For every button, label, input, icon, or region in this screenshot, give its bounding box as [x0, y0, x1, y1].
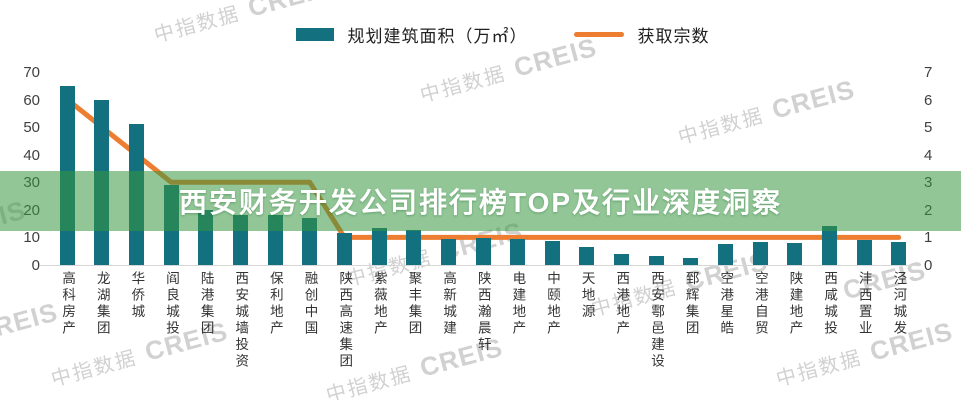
- bar: [614, 253, 630, 265]
- x-axis-label: 陕建地产: [787, 271, 803, 337]
- x-axis-label: 高新城建: [441, 271, 457, 337]
- x-axis-label: 电建地产: [510, 271, 526, 337]
- x-axis-label: 阎良城投: [163, 271, 179, 337]
- x-axis-line: [40, 265, 920, 266]
- bar: [821, 226, 837, 265]
- chart-legend: 规划建筑面积（万㎡） 获取宗数: [22, 22, 961, 47]
- y-axis-tick-right: 4: [924, 146, 933, 164]
- x-axis-label: 陕西瀚晨轩: [475, 271, 491, 354]
- banner-title: 西安财务开发公司排行榜TOP及行业深度洞察: [178, 187, 783, 218]
- y-axis-tick-left: 50: [23, 119, 40, 137]
- x-axis-label: 西安城墙投资: [233, 271, 249, 370]
- x-axis-label: 天地源: [579, 271, 595, 321]
- y-axis-tick-right: 1: [924, 229, 933, 247]
- x-axis-label: 西安鄠邑建设: [648, 271, 664, 370]
- y-axis-tick-right: 0: [924, 257, 933, 274]
- x-axis-label: 中颐地产: [545, 271, 561, 337]
- y-axis-tick-right: 5: [924, 119, 933, 137]
- line-legend-swatch-icon: [573, 32, 624, 37]
- bar: [683, 258, 699, 265]
- x-axis-label: 融创中国: [302, 271, 318, 337]
- bar-legend-label: 规划建筑面积（万㎡）: [347, 27, 528, 46]
- y-axis-tick-right: 7: [924, 64, 933, 81]
- bar: [856, 240, 872, 265]
- x-axis-label: 聚丰集团: [406, 271, 422, 337]
- bar: [440, 238, 456, 265]
- title-banner: 西安财务开发公司排行榜TOP及行业深度洞察: [0, 171, 961, 231]
- x-axis-label: 西港地产: [614, 271, 630, 337]
- y-axis-tick-left: 60: [23, 91, 40, 109]
- bar: [752, 241, 768, 265]
- y-axis-tick-left: 10: [23, 229, 40, 247]
- x-axis-label: 陆港集团: [198, 271, 214, 337]
- x-axis-label: 保利地产: [267, 271, 283, 337]
- x-axis-label: 高科房产: [60, 271, 76, 337]
- bar: [475, 237, 491, 265]
- y-axis-tick-left: 70: [23, 64, 40, 81]
- line-legend-label: 获取宗数: [637, 27, 710, 46]
- x-axis-label: 沣西置业: [856, 271, 872, 337]
- y-axis-tick-left: 40: [23, 146, 40, 164]
- x-axis-label: 西咸城投: [822, 271, 838, 337]
- bar: [648, 255, 664, 265]
- x-axis-label: 空港星皓: [718, 271, 734, 337]
- bar: [579, 246, 595, 265]
- y-axis-tick-right: 6: [924, 91, 933, 109]
- bar: [544, 241, 560, 265]
- bar: [891, 241, 907, 265]
- bar: [336, 233, 352, 265]
- bar-legend-swatch-icon: [295, 28, 334, 41]
- x-axis-label: 紫薇地产: [371, 271, 387, 337]
- x-axis-label: 郅辉集团: [683, 271, 699, 337]
- bar: [717, 244, 733, 265]
- x-axis-label: 空港自贸: [752, 271, 768, 337]
- y-axis-tick-left: 0: [31, 257, 40, 274]
- x-axis-label: 陕西高速集团: [337, 271, 353, 370]
- x-axis-label: 龙湖集团: [94, 271, 110, 337]
- x-axis-label: 泾河城发: [891, 271, 907, 337]
- bar: [510, 238, 526, 265]
- x-axis-label: 华侨城: [129, 271, 145, 321]
- bar: [787, 242, 803, 265]
- bar: [406, 229, 422, 265]
- bar: [371, 227, 387, 265]
